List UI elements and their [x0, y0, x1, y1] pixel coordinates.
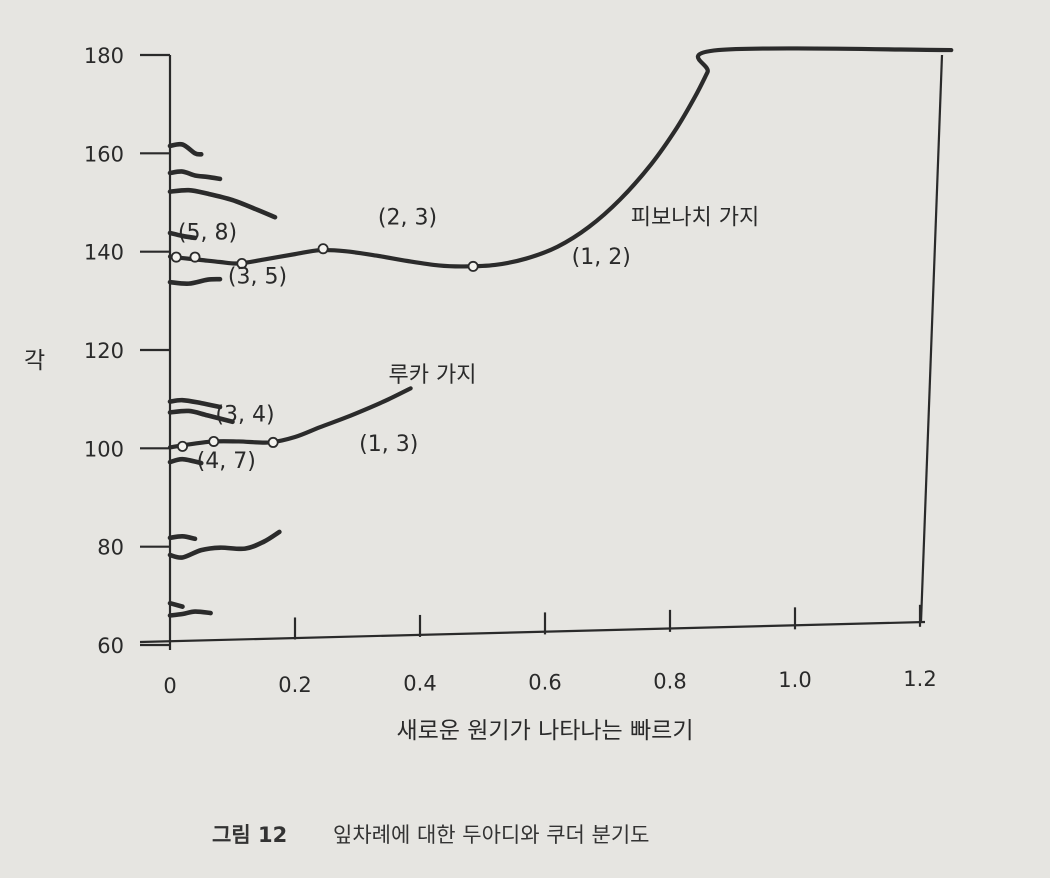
bifurcation-point-marker: [208, 435, 220, 447]
pair-annotation: (3, 5): [228, 265, 287, 290]
pair-annotation: (5, 8): [178, 220, 237, 245]
right-border: [919, 54, 944, 623]
y-tick-label: 80: [97, 536, 124, 560]
x-axis-line: [139, 620, 926, 644]
y-ticks: 60 80 100 120 140 160 180: [84, 44, 170, 658]
y-tick-label: 180: [84, 44, 124, 68]
branch-segment-line: [167, 529, 282, 560]
bifurcation-point-marker: [267, 436, 279, 448]
pair-annotation: (3, 4): [215, 402, 274, 427]
bifurcation-point-marker: [317, 243, 329, 255]
x-tick-label: 1.0: [778, 668, 811, 692]
branch-segment-line: [167, 230, 198, 241]
pair-annotation: (1, 3): [359, 432, 418, 457]
x-tick-label: 0: [163, 674, 176, 698]
series-layer: [167, 46, 954, 618]
x-axis-title: 새로운 원기가 나타나는 빠르기: [396, 718, 693, 744]
fibonacci-branch-line: [167, 46, 954, 269]
y-axis-title: 각: [24, 348, 45, 374]
branch-segment-line: [167, 534, 198, 542]
axes: [139, 54, 944, 650]
branch-segment-line: [167, 609, 213, 618]
x-tick-label: 0.8: [653, 669, 686, 693]
branch-segment-line: [167, 456, 204, 466]
bifurcation-point-marker: [170, 251, 182, 263]
y-tick-label: 160: [84, 142, 124, 166]
caption-text: 잎차례에 대한 두아디와 쿠더 분기도: [333, 823, 650, 847]
bifurcation-point-marker: [467, 260, 479, 272]
y-tick-label: 120: [84, 339, 124, 363]
annotation-layer: (5, 8) (3, 5) (2, 3) (1, 2) (3, 4) (4, 7) (1, …: [178, 206, 759, 474]
branch-label: 피보나치 가지: [631, 206, 759, 231]
x-tick-label: 0.4: [403, 672, 436, 696]
x-tick-label: 0.2: [278, 673, 311, 697]
pair-annotation: (4, 7): [197, 449, 256, 474]
bifurcation-point-marker: [236, 257, 248, 269]
branch-segment-line: [167, 276, 223, 286]
x-tick-label: 1.2: [903, 667, 936, 691]
y-tick-label: 60: [97, 634, 124, 658]
x-ticks: 0 0.2 0.4 0.6 0.8 1.0 1.2: [163, 604, 937, 698]
figure-caption: 그림 12 잎차례에 대한 두아디와 쿠더 분기도: [212, 823, 650, 847]
branch-segment-line: [167, 600, 185, 609]
branch-segment-line: [167, 187, 278, 220]
y-tick-label: 100: [84, 437, 124, 461]
pair-annotation: (1, 2): [572, 245, 631, 270]
marker-layer: [170, 243, 479, 452]
branch-label: 루카 가지: [389, 363, 477, 388]
branch-segment-line: [167, 141, 204, 157]
caption-label: 그림 12: [212, 823, 287, 847]
x-tick-label: 0.6: [528, 670, 561, 694]
lucas-branch-line: [167, 386, 413, 450]
branch-segment-line: [167, 169, 223, 182]
bifurcation-point-marker: [176, 440, 188, 452]
branch-segment-line: [167, 408, 235, 425]
pair-annotation: (2, 3): [378, 206, 437, 231]
y-tick-label: 140: [84, 241, 124, 265]
branch-segment-line: [167, 397, 223, 410]
bifurcation-point-marker: [189, 251, 201, 263]
